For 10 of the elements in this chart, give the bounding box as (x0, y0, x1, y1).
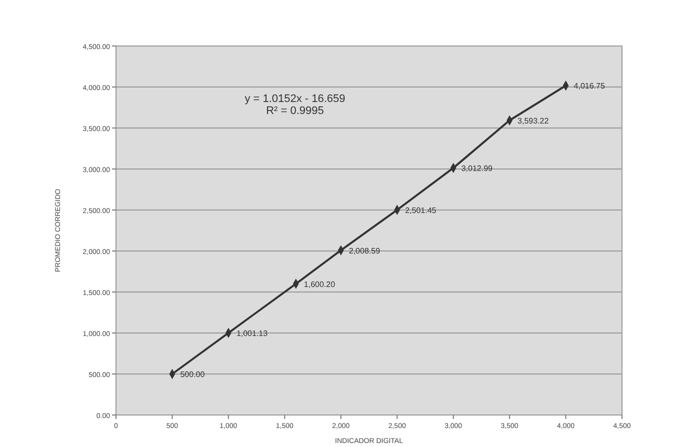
data-label: 500.00 (180, 370, 206, 379)
data-label: 4,016.75 (574, 82, 606, 91)
data-label: 1,600.20 (304, 280, 336, 289)
data-label: 1,001.13 (236, 328, 268, 338)
data-label: 2,008.59 (348, 246, 381, 256)
annotation: R² = 0.9995 (266, 105, 324, 117)
data-label: 2,501.45 (405, 206, 437, 215)
data-label: 3,012.99 (461, 164, 494, 173)
data-label: 3,593.22 (518, 116, 550, 126)
annotation: y = 1.0152x - 16.659 (244, 93, 346, 105)
